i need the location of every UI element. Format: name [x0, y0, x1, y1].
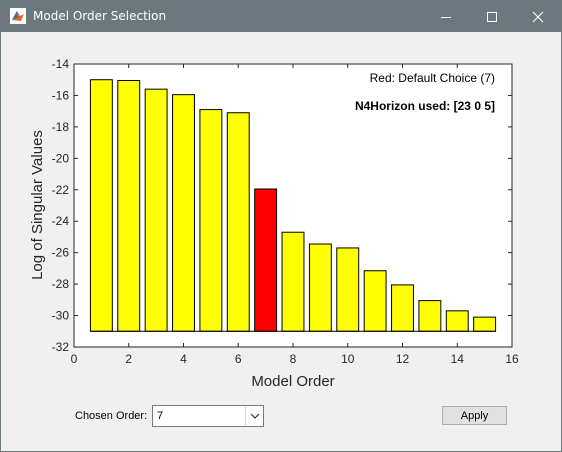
x-axis-label: Model Order	[251, 373, 334, 390]
y-tick-label: -20	[52, 151, 70, 165]
select-dropdown-arrow[interactable]	[245, 406, 263, 426]
matlab-icon	[10, 8, 26, 24]
bar-order-13	[418, 300, 442, 332]
apply-button[interactable]: Apply	[442, 406, 507, 425]
x-tick-label: 6	[235, 352, 242, 366]
bar-order-5	[199, 109, 223, 332]
bar-order-1	[89, 79, 113, 332]
bar-order-12	[391, 284, 414, 332]
chosen-order-select[interactable]: 7	[152, 405, 264, 427]
chevron-down-icon	[250, 413, 259, 419]
y-tick-label: -16	[52, 88, 70, 102]
x-tick-label: 10	[341, 352, 355, 366]
maximize-button[interactable]	[469, 1, 515, 32]
bar-order-4	[172, 94, 195, 332]
close-icon	[532, 11, 544, 22]
chosen-order-value: 7	[157, 410, 164, 422]
y-axis-label: Log of Singular Values	[29, 130, 46, 280]
singular-values-chart: 0 2 4 6 8 10 12 14 16 -14 -16 -18 -20 -22 -24 -26 -28 -3…	[29, 57, 519, 390]
y-tick-label: -32	[52, 340, 70, 354]
y-tick-label: -14	[52, 57, 70, 71]
x-tick-label: 12	[396, 352, 410, 366]
bar-order-6	[226, 112, 250, 332]
bar-order-7	[254, 188, 278, 332]
close-button[interactable]	[515, 1, 561, 32]
x-tick-label: 8	[290, 352, 297, 366]
bar-order-3	[144, 88, 168, 332]
bar-order-14	[445, 310, 469, 332]
x-tick-label: 16	[505, 352, 519, 366]
y-tick-label: -22	[52, 183, 70, 197]
maximize-icon	[487, 11, 497, 22]
bar-order-9	[308, 243, 332, 332]
minimize-button[interactable]	[423, 1, 469, 32]
title-bar[interactable]: Model Order Selection	[1, 1, 561, 32]
annotation-horizon: N4Horizon used: [23 0 5]	[355, 99, 495, 113]
bar-order-11	[363, 270, 387, 332]
bar-order-15	[473, 316, 497, 332]
chosen-order-label: Chosen Order:	[75, 410, 148, 422]
x-tick-label: 2	[125, 352, 132, 366]
y-tick-label: -28	[52, 277, 70, 291]
annotation-default-choice: Red: Default Choice (7)	[370, 71, 495, 85]
y-tick-label: -26	[52, 246, 70, 260]
bar-order-8	[281, 231, 305, 332]
plot-area: 0 2 4 6 8 10 12 14 16 -14 -16 -18 -20 -22 -24 -26 -28 -3…	[1, 32, 561, 452]
x-tick-label: 4	[180, 352, 187, 366]
window-title: Model Order Selection	[33, 9, 167, 23]
x-tick-label: 0	[71, 352, 78, 366]
bar-order-10	[336, 247, 360, 332]
minimize-icon	[441, 16, 451, 18]
y-tick-label: -24	[52, 214, 70, 228]
y-tick-label: -30	[52, 309, 70, 323]
y-tick-label: -18	[52, 120, 70, 134]
x-tick-label: 14	[451, 352, 465, 366]
bar-order-2	[117, 80, 141, 332]
